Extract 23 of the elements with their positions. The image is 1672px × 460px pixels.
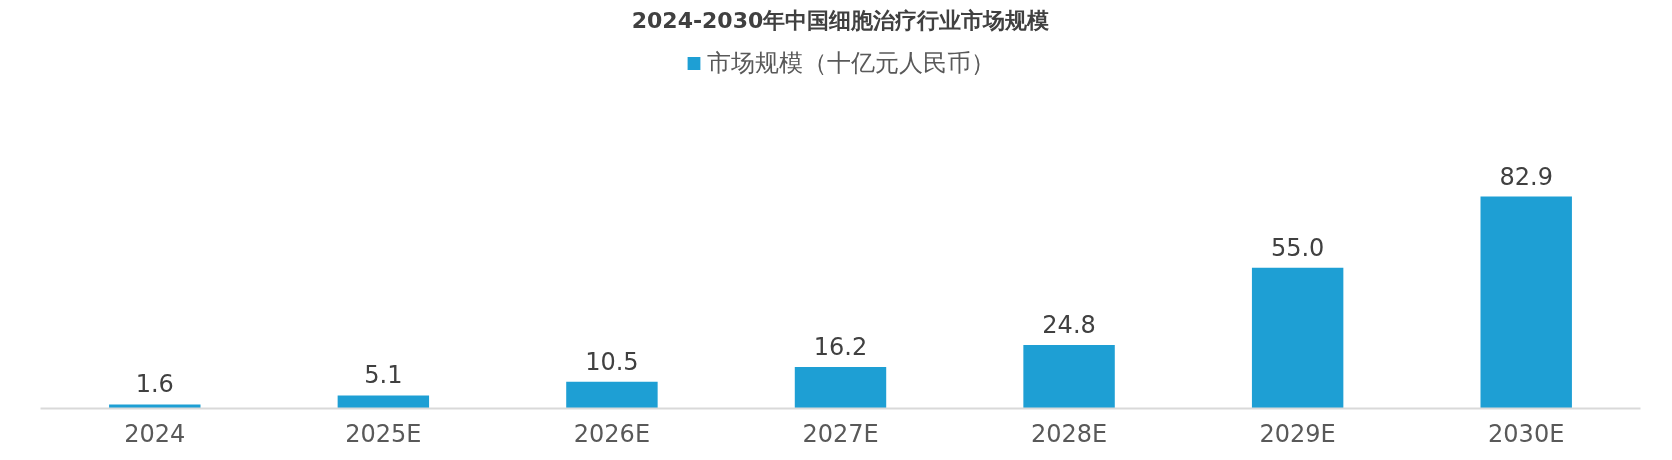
x-tick-label: 2030E [1488,419,1565,448]
x-tick-label: 2025E [345,419,422,448]
bar [566,381,658,409]
bar [337,395,430,409]
x-tick-label: 2028E [1030,419,1108,448]
x-tick-label: 2026E [573,419,651,448]
bar [109,404,201,409]
x-tick-label: 2024 [124,419,186,448]
bar [1480,196,1572,409]
data-label: 24.8 [1042,311,1096,340]
data-label: 16.2 [813,333,868,362]
data-label: 1.6 [135,370,174,399]
data-label: 10.5 [585,347,639,376]
x-tick-label: 2029E [1259,419,1336,448]
data-label: 55.0 [1270,233,1325,262]
bar [794,367,887,409]
bar [1251,267,1344,409]
legend-label: 市场规模（十亿元人民币） [706,48,995,79]
chart-title: 2024-2030年中国细胞治疗行业市场规模 [631,7,1050,33]
bar [1023,345,1115,409]
x-tick-label: 2027E [802,419,879,448]
data-label: 5.1 [364,361,403,390]
data-label: 82.9 [1499,162,1553,191]
